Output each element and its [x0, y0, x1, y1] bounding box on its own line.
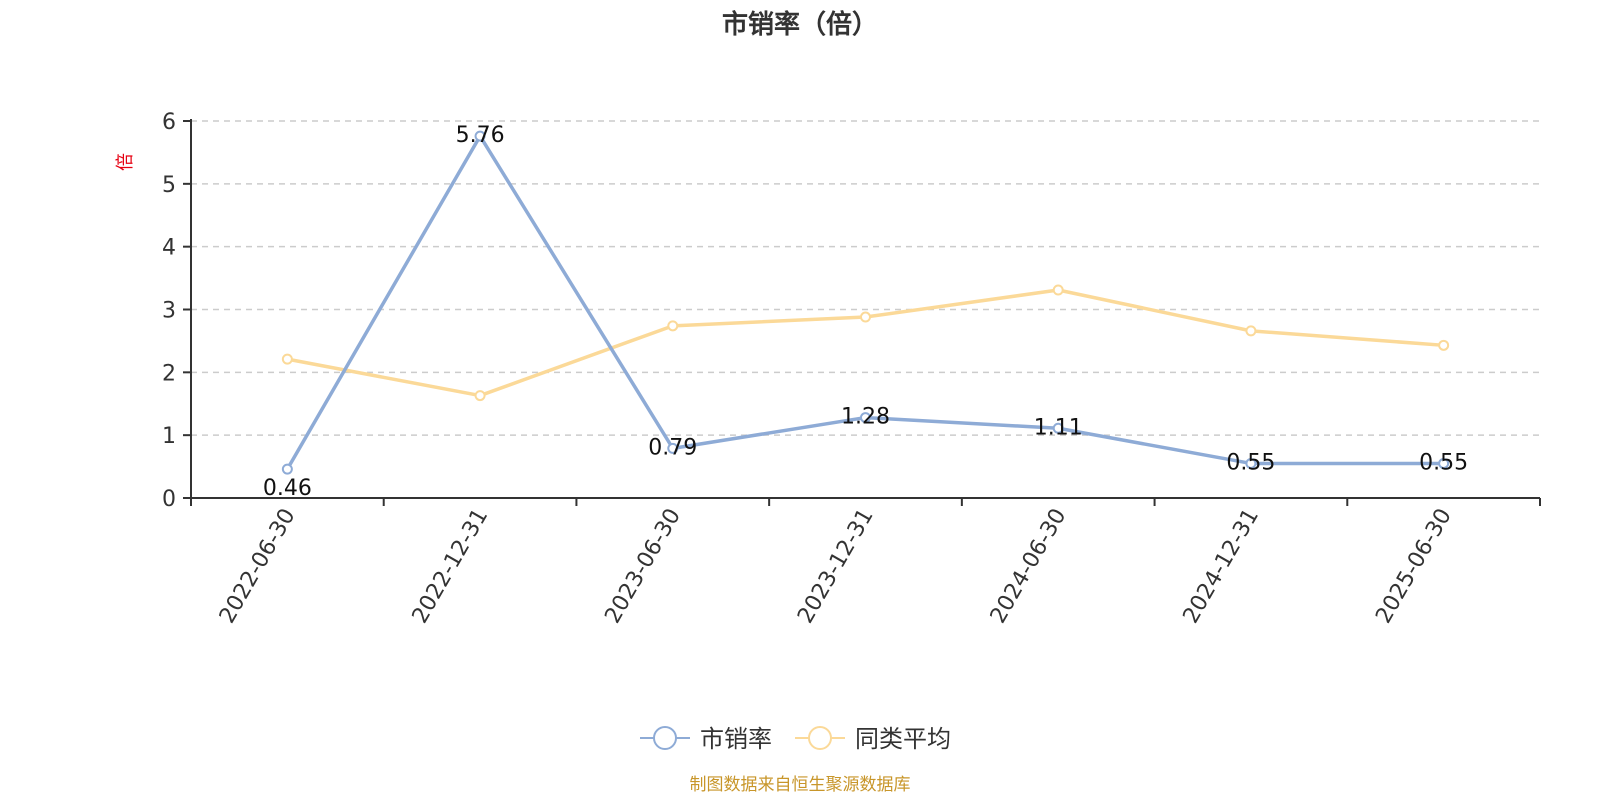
data-label: 1.28 [841, 405, 890, 430]
data-label: 0.46 [263, 476, 312, 501]
x-tick-labels: 2022-06-30 2022-12-31 2023-06-30 2023-12-31… [215, 505, 1457, 628]
y-axis-unit-label: 倍 [115, 153, 136, 171]
y-tick-label: 3 [162, 299, 176, 324]
data-point [474, 130, 486, 142]
series-line-1 [285, 288, 1446, 398]
legend[interactable]: 市销率 同类平均 [640, 725, 951, 753]
data-point [281, 353, 293, 365]
y-tick-labels: 0 1 2 3 4 5 6 [162, 110, 176, 512]
data-point [860, 311, 871, 323]
data-point [860, 412, 871, 424]
legend-item-1[interactable]: 同类平均 [795, 725, 951, 753]
axes [183, 119, 1541, 506]
data-label: 1.11 [1034, 415, 1083, 440]
data-point [667, 320, 679, 332]
x-tick-label: 2023-06-30 [600, 505, 686, 628]
chart-title: 市销率（倍） [722, 9, 878, 40]
y-tick-label: 2 [162, 361, 176, 386]
y-tick-label: 5 [162, 173, 176, 198]
data-point [474, 390, 486, 402]
data-label: 0.55 [1226, 450, 1275, 475]
y-tick-label: 1 [162, 424, 176, 449]
data-point [1438, 457, 1450, 469]
data-point [281, 463, 293, 475]
x-tick-label: 2024-12-31 [1179, 505, 1265, 628]
x-tick-label: 2024-06-30 [986, 505, 1072, 628]
data-label: 0.55 [1419, 450, 1468, 475]
y-tick-label: 0 [162, 487, 176, 512]
data-point [1052, 422, 1064, 434]
data-point [1245, 457, 1257, 469]
data-point [667, 442, 679, 454]
x-tick-label: 2025-06-30 [1371, 505, 1457, 628]
y-tick-label: 6 [162, 110, 176, 135]
legend-marker [808, 726, 832, 750]
data-labels: 0.46 5.76 0.79 1.28 1.11 0.55 0.55 [263, 123, 1468, 501]
legend-label: 同类平均 [855, 725, 951, 753]
source-note: 制图数据来自恒生聚源数据库 [690, 775, 911, 795]
data-point [1245, 325, 1257, 337]
data-label: 5.76 [456, 123, 505, 148]
x-tick-label: 2022-12-31 [408, 505, 494, 628]
legend-label: 市销率 [700, 725, 772, 753]
data-label: 0.79 [648, 435, 697, 460]
x-tick-label: 2022-06-30 [215, 505, 301, 628]
legend-marker [653, 726, 677, 750]
grid-lines [191, 120, 1540, 436]
data-point [1438, 339, 1450, 351]
data-point [1052, 284, 1064, 296]
legend-item-0[interactable]: 市销率 [640, 725, 772, 753]
x-tick-label: 2023-12-31 [793, 505, 879, 628]
series-points [281, 130, 1450, 475]
y-tick-label: 4 [162, 236, 176, 261]
